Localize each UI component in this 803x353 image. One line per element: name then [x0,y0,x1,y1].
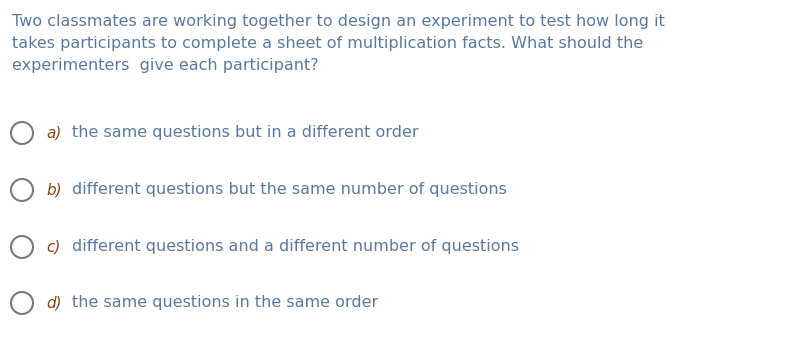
Text: d): d) [46,295,62,311]
Text: c): c) [46,239,60,255]
Text: the same questions in the same order: the same questions in the same order [72,295,377,311]
Text: the same questions but in a different order: the same questions but in a different or… [72,126,418,140]
Text: a): a) [46,126,61,140]
Text: different questions and a different number of questions: different questions and a different numb… [72,239,519,255]
Text: b): b) [46,183,62,197]
Text: different questions but the same number of questions: different questions but the same number … [72,183,506,197]
Text: takes participants to complete a sheet of multiplication facts. What should the: takes participants to complete a sheet o… [12,36,642,51]
Text: experimenters  give each participant?: experimenters give each participant? [12,58,318,73]
Text: Two classmates are working together to design an experiment to test how long it: Two classmates are working together to d… [12,14,664,29]
